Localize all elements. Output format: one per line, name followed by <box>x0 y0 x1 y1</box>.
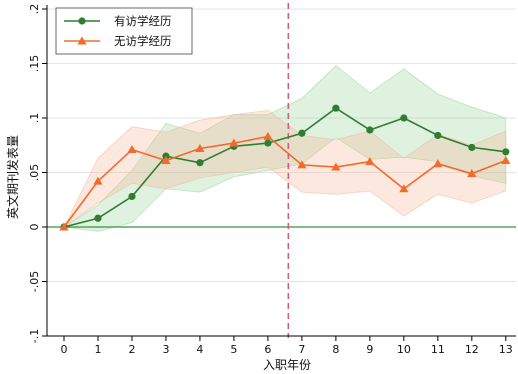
y-tick-label: -.05 <box>28 271 41 292</box>
x-tick-label: 13 <box>499 343 513 356</box>
y-tick-label: -.1 <box>28 329 41 343</box>
data-point <box>127 145 137 154</box>
data-point <box>332 104 340 112</box>
data-point <box>59 222 69 231</box>
data-point <box>161 155 171 164</box>
x-tick-label: 1 <box>94 343 101 356</box>
series-line-1 <box>63 107 506 228</box>
x-tick-label: 5 <box>230 343 237 356</box>
x-tick-label: 12 <box>465 343 479 356</box>
legend-swatch-marker <box>78 17 86 25</box>
x-tick-label: 0 <box>60 343 67 356</box>
x-tick-label: 11 <box>431 343 445 356</box>
data-point <box>400 114 408 122</box>
data-point <box>467 168 477 178</box>
axes: -.1-.050.05.1.15.20 1 2 3 4 5 6 7 8 9 10 11 12 13 <box>28 4 516 356</box>
data-point <box>502 148 510 156</box>
x-tick-label: 6 <box>264 343 271 356</box>
legend-label: 有访学经历 <box>114 14 172 28</box>
data-point <box>365 157 375 166</box>
x-tick-label: 8 <box>332 343 339 356</box>
y-axis-label: 英文期刊发表量 <box>5 135 20 219</box>
legend-box <box>55 7 193 55</box>
x-axis-label: 入职年份 <box>263 358 311 372</box>
y-tick-label: 0 <box>28 224 41 231</box>
x-tick-label: 4 <box>196 343 203 356</box>
data-point <box>93 176 103 185</box>
data-point <box>264 139 272 147</box>
data-point <box>399 184 409 193</box>
data-point <box>128 192 136 201</box>
y-tick-label: .1 <box>28 113 41 124</box>
data-point <box>229 138 239 147</box>
data-point <box>263 131 273 140</box>
x-tick-label: 10 <box>397 343 411 356</box>
data-point <box>297 160 307 169</box>
data-point <box>468 143 476 152</box>
series <box>59 104 511 231</box>
legend-swatch-marker <box>77 36 87 45</box>
data-point <box>434 131 442 140</box>
series-line-2 <box>63 135 507 228</box>
legend-label: 无访学经历 <box>114 34 172 48</box>
y-tick-label: .2 <box>28 4 41 15</box>
x-tick-label: 7 <box>298 343 305 356</box>
data-point <box>196 159 204 167</box>
x-tick-label: 3 <box>162 343 169 356</box>
data-point <box>195 143 205 152</box>
y-tick-label: .15 <box>28 55 41 73</box>
data-point <box>298 129 306 137</box>
data-point <box>501 155 511 164</box>
data-point <box>366 126 374 134</box>
data-point <box>331 162 341 171</box>
data-point <box>94 214 102 222</box>
x-tick-label: 2 <box>128 343 135 356</box>
reference-lines <box>47 3 516 338</box>
x-tick-label: 9 <box>366 343 373 356</box>
y-tick-label: .05 <box>28 164 41 182</box>
data-point <box>433 159 443 168</box>
